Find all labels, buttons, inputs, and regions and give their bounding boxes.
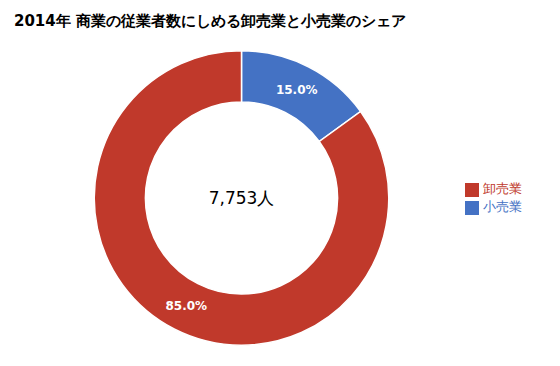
- html-text:2014年 商業の従業者数にしめる卸売業と小売業のシェア: 2014年 商業の従業者数にしめる卸売業と小売業のシェア: [14, 12, 406, 30]
- svg-text:15.0%: 15.0%: [276, 83, 318, 97]
- svg-text:85.0%: 85.0%: [165, 299, 207, 313]
- svg-text:7,753人: 7,753人: [209, 188, 275, 208]
- html-text:小売業: 小売業: [483, 199, 522, 214]
- html-text:卸売業: 卸売業: [483, 181, 522, 196]
